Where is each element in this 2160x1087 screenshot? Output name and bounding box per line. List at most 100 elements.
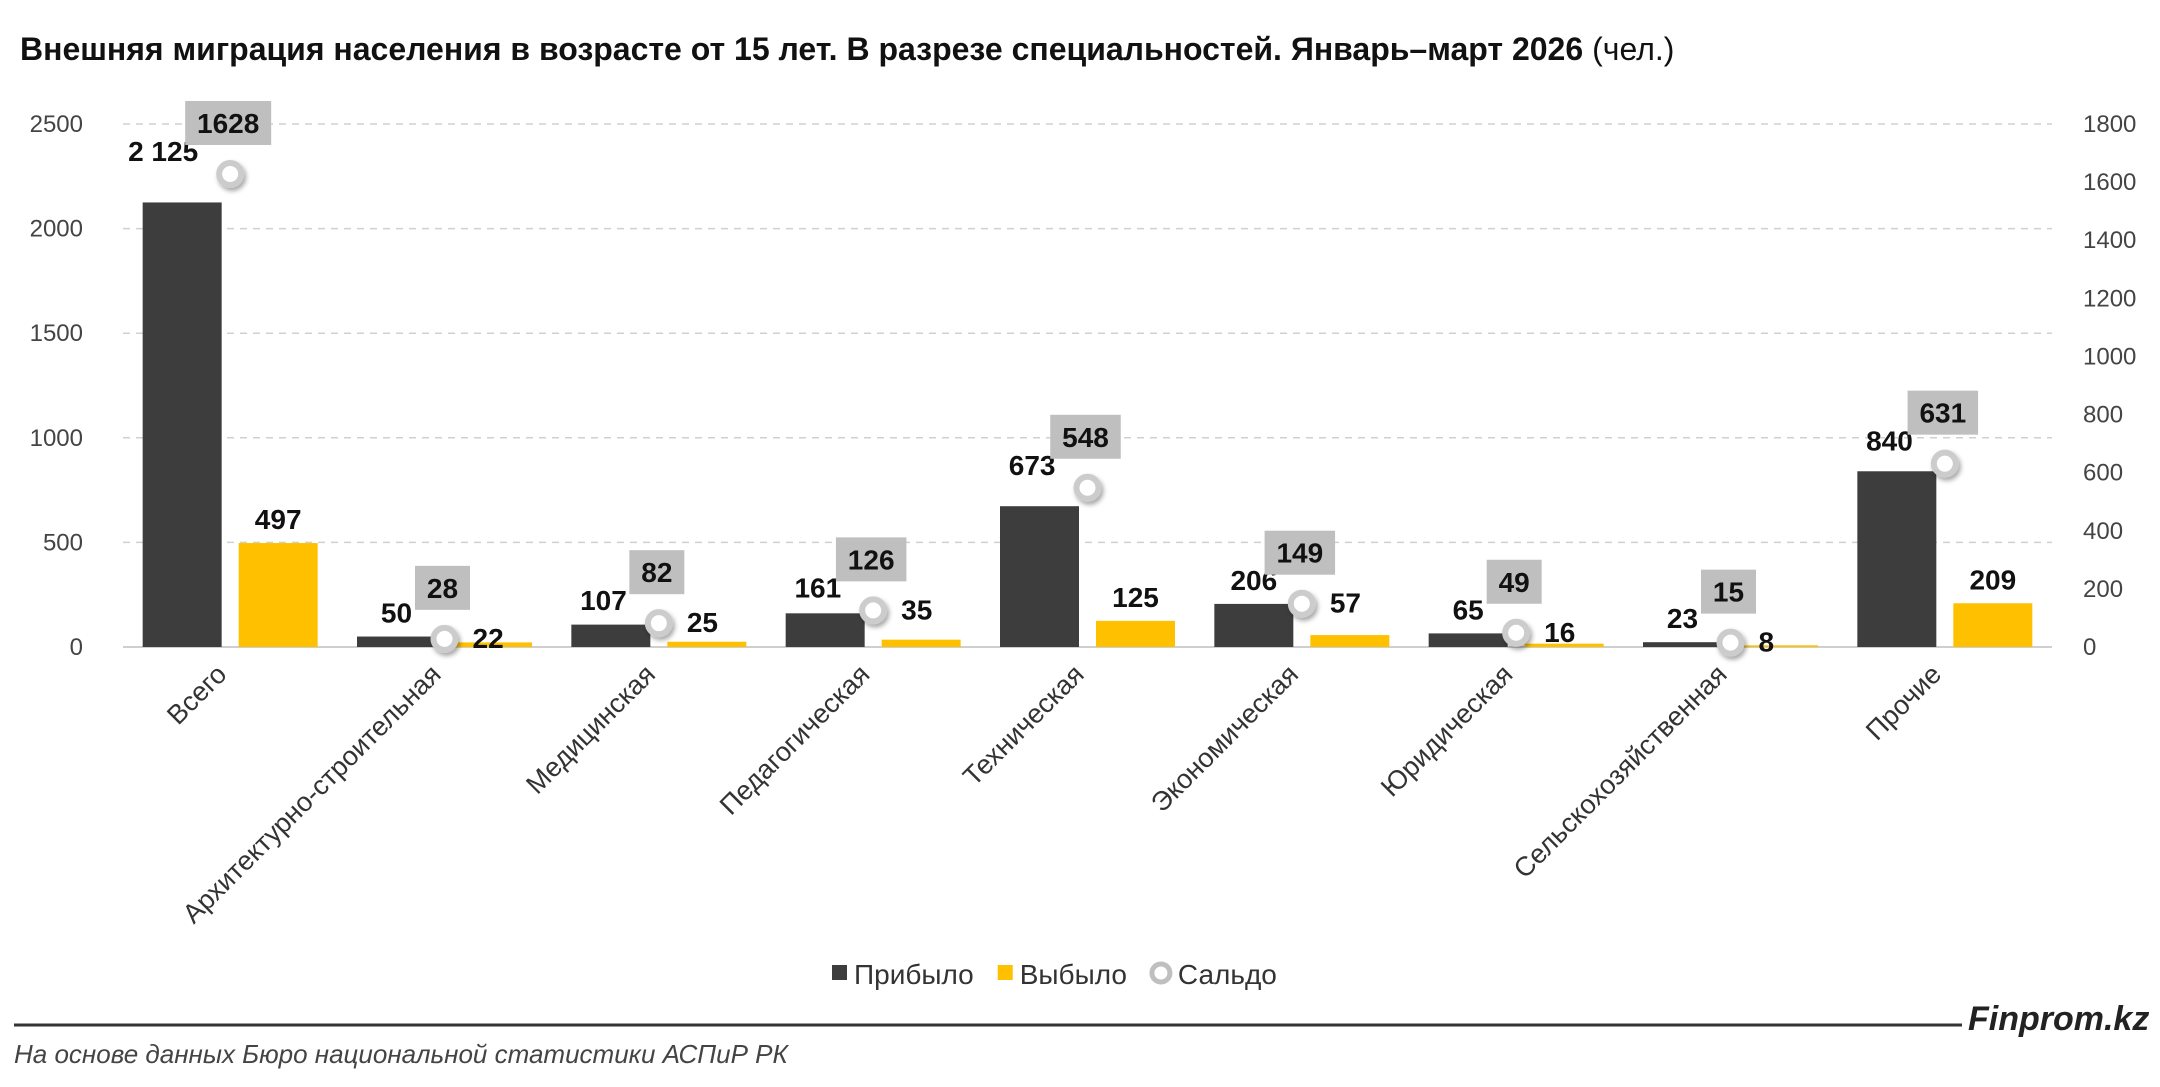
bar-label-arrived: 23 [1667, 603, 1698, 634]
bar-label-departed: 125 [1112, 582, 1159, 613]
bar-label-departed: 22 [473, 623, 504, 654]
saldo-label-box [415, 565, 470, 610]
bar-arrived [1643, 642, 1722, 647]
saldo-marker [859, 596, 888, 625]
y-left-tick-label: 500 [43, 529, 83, 556]
y-right-tick-label: 400 [2083, 518, 2123, 545]
bar-label-arrived: 65 [1453, 594, 1484, 625]
legend-swatch [997, 965, 1013, 980]
saldo-label: 49 [1499, 567, 1530, 598]
y-right-tick-label: 1200 [2083, 285, 2136, 312]
saldo-label: 126 [848, 544, 895, 575]
saldo-marker [1073, 473, 1102, 502]
bar-arrived [1214, 603, 1294, 647]
saldo-label-box [1701, 569, 1756, 614]
y-left-tick-label: 0 [70, 634, 83, 661]
footer: Finprom.kz На основе данных Бюро национа… [14, 1000, 2149, 1069]
bar-departed [1953, 603, 2033, 647]
bar-arrived [1428, 633, 1508, 647]
brand-logo: Finprom.kz [1968, 1000, 2149, 1038]
chart-title-main: Внешняя миграция населения в возрасте от… [20, 31, 1583, 67]
bar-departed [1739, 645, 1818, 647]
saldo-label: 1628 [197, 108, 259, 139]
x-category-label: Юридическая [1375, 659, 1518, 802]
y-left-tick-label: 1500 [30, 320, 83, 347]
saldo-label-box [1486, 559, 1542, 604]
bar-label-arrived: 161 [794, 572, 841, 603]
bar-label-departed: 35 [901, 594, 932, 625]
chart-title: Внешняя миграция населения в возрасте от… [20, 31, 1674, 67]
legend-label: Выбыло [1020, 959, 1127, 990]
bar-arrived [142, 202, 222, 647]
y-left-tick-label: 2500 [30, 111, 83, 138]
saldo-label-box [629, 550, 685, 595]
bar-label-departed: 8 [1759, 627, 1775, 658]
y-right-tick-label: 1800 [2083, 111, 2136, 138]
saldo-marker [644, 609, 673, 638]
bar-label-arrived: 840 [1866, 426, 1913, 457]
saldo-label-box [835, 537, 907, 582]
bar-arrived [571, 624, 651, 647]
y-right-tick-label: 200 [2083, 576, 2123, 603]
gridlines [123, 123, 2052, 648]
bar-departed [1310, 635, 1390, 647]
saldo-label-box [185, 100, 272, 145]
y-right-tick-label: 600 [2083, 460, 2123, 487]
x-category-label: Сельскохозяйственная [1508, 659, 1733, 884]
bar-arrived [785, 613, 865, 647]
saldo-marker [1287, 589, 1316, 618]
x-category-label: Всего [161, 659, 232, 730]
bar-departed [238, 543, 318, 647]
saldo-marker [1502, 618, 1531, 647]
bar-label-departed: 209 [1969, 564, 2016, 595]
saldo-marker [1716, 628, 1745, 657]
y-right-tick-label: 1400 [2083, 227, 2136, 254]
bar-departed [453, 642, 532, 647]
bar-label-departed: 57 [1330, 588, 1361, 619]
bar-departed [1096, 620, 1175, 647]
legend: Прибыло Выбыло Сальдо [832, 959, 1277, 990]
bar-arrived [1857, 471, 1937, 647]
bar-arrived [357, 636, 436, 647]
saldo-label: 149 [1276, 538, 1323, 569]
bar-label-departed: 16 [1544, 617, 1575, 648]
x-category-label: Медицинская [520, 659, 661, 800]
bar-label-arrived: 50 [381, 598, 412, 629]
y-right-tick-label: 0 [2083, 634, 2096, 661]
saldo-label: 82 [641, 557, 672, 588]
saldo-marker [1930, 449, 1959, 478]
bar-departed [667, 641, 747, 647]
bar-label-arrived: 673 [1009, 450, 1056, 481]
y-axis-right: 0 200 400 600 800 1000 1200 1400 1600 1800 [2083, 111, 2136, 661]
saldo-marker [216, 159, 245, 188]
y-axis-left: 0 500 1000 1500 2000 2500 [30, 111, 83, 661]
legend-swatch [832, 965, 847, 980]
x-category-label: Архитектурно-строительная [177, 659, 447, 929]
saldo-label-box [1907, 390, 1979, 435]
bar-label-arrived: 107 [580, 585, 627, 616]
x-category-label: Прочие [1860, 659, 1947, 746]
legend-label: Сальдо [1178, 959, 1277, 990]
bars [142, 202, 2033, 647]
bar-label-departed: 497 [255, 504, 302, 535]
saldo-label-box [1264, 530, 1336, 575]
saldo-label: 631 [1919, 398, 1966, 429]
legend-swatch [1149, 961, 1173, 985]
saldo-marker [430, 624, 459, 653]
legend-label: Прибыло [854, 959, 974, 990]
bar-departed [1524, 643, 1604, 647]
x-category-label: Экономическая [1145, 659, 1304, 818]
y-right-tick-label: 1000 [2083, 343, 2136, 370]
saldo-label: 548 [1062, 422, 1109, 453]
bar-label-departed: 25 [687, 607, 718, 638]
chart-title-unit: (чел.) [1592, 31, 1674, 67]
x-category-label: Педагогическая [714, 659, 876, 821]
bar-arrived [1000, 506, 1079, 647]
saldo-label: 15 [1713, 577, 1744, 608]
y-right-tick-label: 800 [2083, 402, 2123, 429]
y-left-tick-label: 1000 [30, 425, 83, 452]
source-note: На основе данных Бюро национальной стати… [14, 1039, 789, 1069]
saldo-label: 28 [427, 573, 458, 604]
